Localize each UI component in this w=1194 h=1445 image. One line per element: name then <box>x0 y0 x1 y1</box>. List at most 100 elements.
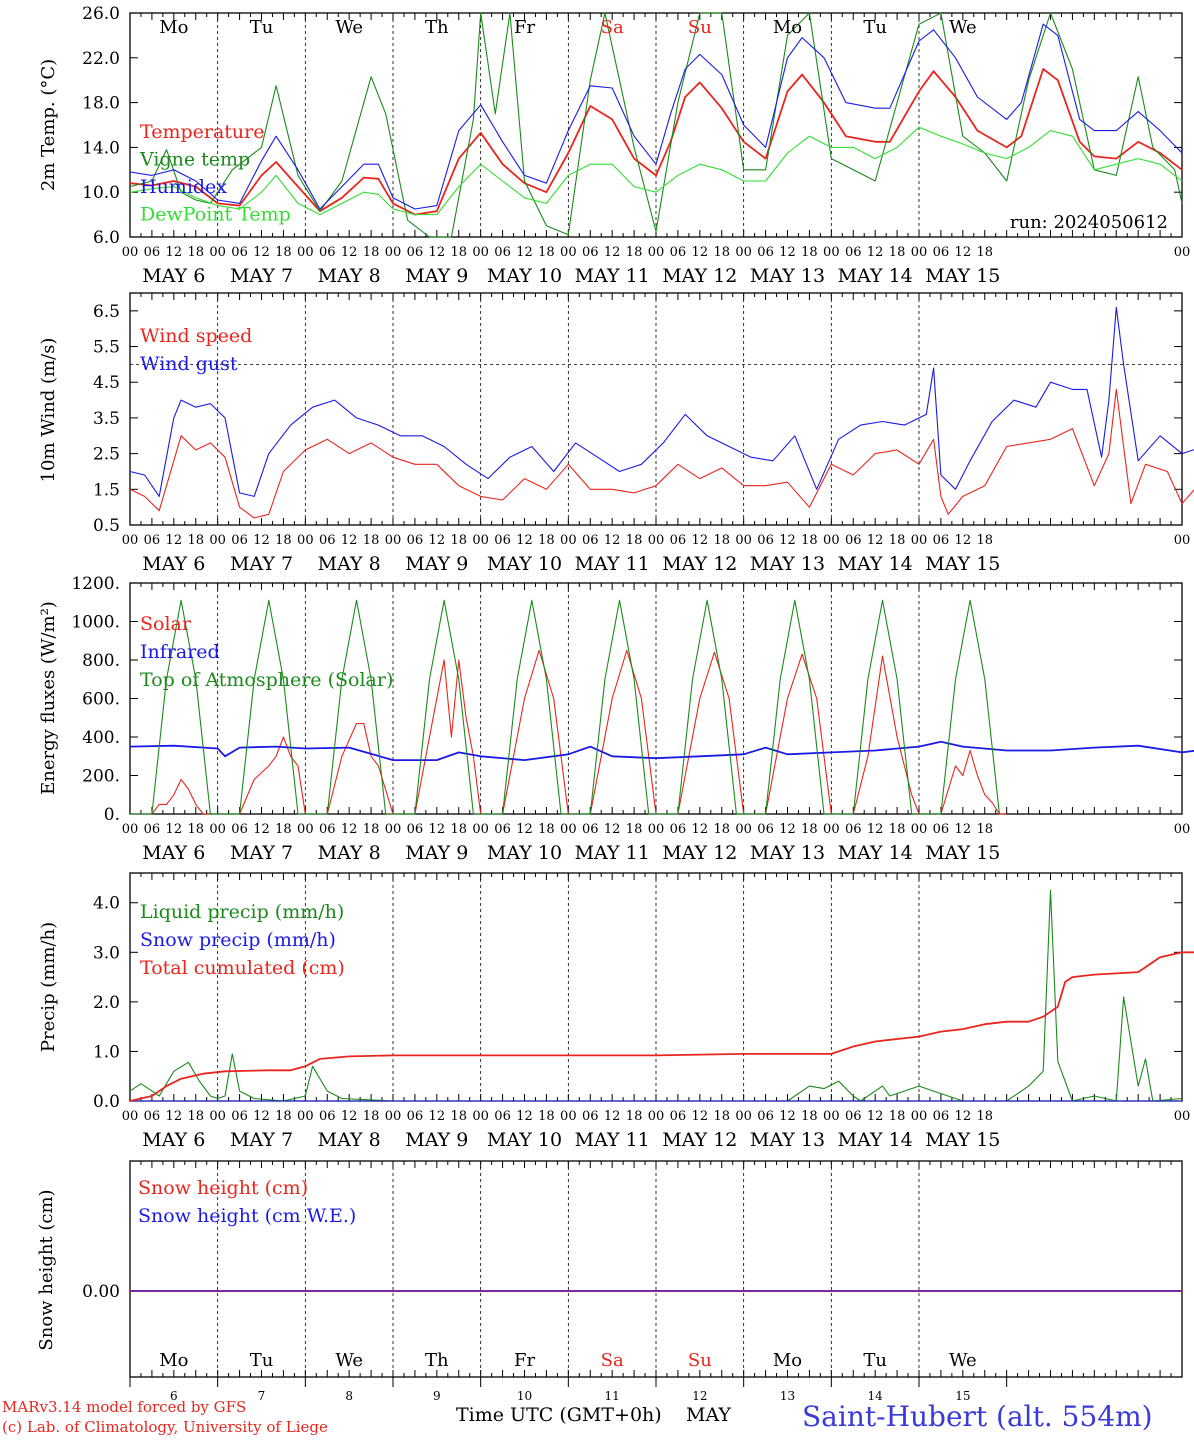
date-label: MAY 6 <box>142 265 205 287</box>
day-label: We <box>949 17 977 38</box>
hour-tick-label: 00 <box>648 533 665 548</box>
hour-tick-label: 18 <box>889 533 906 548</box>
hour-tick-label: 18 <box>187 822 204 837</box>
date-label: MAY 15 <box>925 842 1000 864</box>
lab-credit: (c) Lab. of Climatology, University of L… <box>2 1418 328 1436</box>
date-label: MAY 14 <box>838 842 913 864</box>
panel-2: 0.5 1.5 2.5 3.5 4.5 5.5 6.5 10m Wind (m/s) Wind … <box>38 292 1194 575</box>
hour-tick-label: 18 <box>713 822 730 837</box>
y-tick-label: 0.0 <box>93 1092 120 1112</box>
legend-entry: Top of Atmosphere (Solar) <box>140 669 393 691</box>
day-label: We <box>335 1350 363 1371</box>
date-label: MAY 7 <box>230 553 293 575</box>
hour-tick-label: 06 <box>231 1109 248 1124</box>
hour-tick-label: 18 <box>275 822 292 837</box>
y-tick-label: 0.00 <box>82 1282 120 1302</box>
date-label: MAY 12 <box>662 553 737 575</box>
date-label: MAY 10 <box>487 553 562 575</box>
legend-entry: Vigne temp <box>139 149 250 171</box>
hour-tick-label: 06 <box>933 822 950 837</box>
hour-tick-label: 06 <box>319 245 336 260</box>
date-label: MAY 15 <box>925 553 1000 575</box>
hour-tick-label: 00 <box>648 822 665 837</box>
y-tick-label: 5.5 <box>93 338 120 358</box>
hour-tick-label: 06 <box>757 533 774 548</box>
y-tick-label: 1200. <box>71 574 120 594</box>
hour-tick-label: 18 <box>538 245 555 260</box>
date-label: MAY 6 <box>142 1129 205 1151</box>
hour-tick-label: 06 <box>144 1109 161 1124</box>
hour-tick-label: 18 <box>187 533 204 548</box>
series-wind-speed <box>129 388 1194 519</box>
hour-tick-label: 06 <box>582 1109 599 1124</box>
hour-tick-label: 06 <box>757 245 774 260</box>
hour-tick-label: 06 <box>319 1109 336 1124</box>
day-label: Tu <box>250 1350 274 1371</box>
legend-entry: Snow height (cm) <box>138 1177 308 1199</box>
hour-tick-label: 18 <box>538 1109 555 1124</box>
day-label: Th <box>425 17 449 38</box>
y-tick-label: 22.0 <box>82 49 120 69</box>
hour-tick-label: 00 <box>122 533 139 548</box>
legend-entry: Total cumulated (cm) <box>140 957 345 979</box>
hour-tick-label: 00 <box>385 245 402 260</box>
hour-tick-label: 18 <box>363 1109 380 1124</box>
date-label: MAY 8 <box>318 1129 381 1151</box>
date-label: MAY 6 <box>142 553 205 575</box>
hour-tick-label: 12 <box>516 245 533 260</box>
legend-entry: Wind speed <box>140 325 252 347</box>
hour-tick-label: 00 <box>122 1109 139 1124</box>
hour-tick-label: 12 <box>955 822 972 837</box>
y-tick-label: 4.0 <box>93 894 120 914</box>
hour-tick-label: 18 <box>889 245 906 260</box>
hour-tick-label: 12 <box>692 245 709 260</box>
day-number-label: 8 <box>345 1389 353 1403</box>
hour-tick-label: 00 <box>209 1109 226 1124</box>
time-axis-label: Time UTC (GMT+0h) <box>456 1404 662 1426</box>
legend-entry: Snow height (cm W.E.) <box>138 1205 356 1227</box>
date-label: MAY 12 <box>662 1129 737 1151</box>
hour-tick-label: 06 <box>845 533 862 548</box>
y-tick-label: 800. <box>82 651 120 671</box>
series-top-of-atmosphere-solar- <box>130 599 1000 815</box>
hour-tick-label: 00 <box>209 245 226 260</box>
hour-tick-label: 12 <box>779 1109 796 1124</box>
hour-tick-label: 06 <box>407 245 424 260</box>
hour-tick-label: 00 <box>472 533 489 548</box>
hour-tick-label: 18 <box>976 822 993 837</box>
legend-entry: Wind gust <box>140 353 238 375</box>
hour-tick-label: 18 <box>187 1109 204 1124</box>
hour-tick-label: 18 <box>363 533 380 548</box>
hour-tick-label: 12 <box>341 1109 358 1124</box>
hour-tick-label: 06 <box>231 533 248 548</box>
y-axis-label: 2m Temp. (°C) <box>38 59 59 191</box>
hour-tick-label: 06 <box>407 533 424 548</box>
y-axis-label: Precip (mm/h) <box>38 922 59 1052</box>
hour-tick-label: 18 <box>889 1109 906 1124</box>
hour-tick-label: 12 <box>692 533 709 548</box>
hour-tick-label: 12 <box>253 533 270 548</box>
y-tick-label: 1.5 <box>93 480 120 500</box>
y-tick-label: 1000. <box>71 613 120 633</box>
run-label: run: 2024050612 <box>1010 212 1168 233</box>
y-tick-label: 400. <box>82 728 120 748</box>
hour-tick-label: 12 <box>429 533 446 548</box>
legend-entry: Infrared <box>140 641 220 663</box>
hour-tick-label: 06 <box>494 1109 511 1124</box>
hour-tick-label: 12 <box>692 1109 709 1124</box>
day-number-label: 13 <box>780 1389 795 1403</box>
date-label: MAY 12 <box>662 842 737 864</box>
hour-tick-label: 18 <box>363 245 380 260</box>
day-number-label: 10 <box>517 1389 532 1403</box>
day-label: Sa <box>601 1350 624 1371</box>
hour-tick-label: 12 <box>604 245 621 260</box>
hour-tick-label: 18 <box>976 245 993 260</box>
date-label: MAY 12 <box>662 265 737 287</box>
hour-tick-label: 00 <box>1174 822 1191 837</box>
day-number-label: 7 <box>258 1389 266 1403</box>
day-label: Mo <box>159 1350 188 1371</box>
hour-tick-label: 12 <box>604 1109 621 1124</box>
day-label: We <box>949 1350 977 1371</box>
hour-tick-label: 00 <box>735 533 752 548</box>
